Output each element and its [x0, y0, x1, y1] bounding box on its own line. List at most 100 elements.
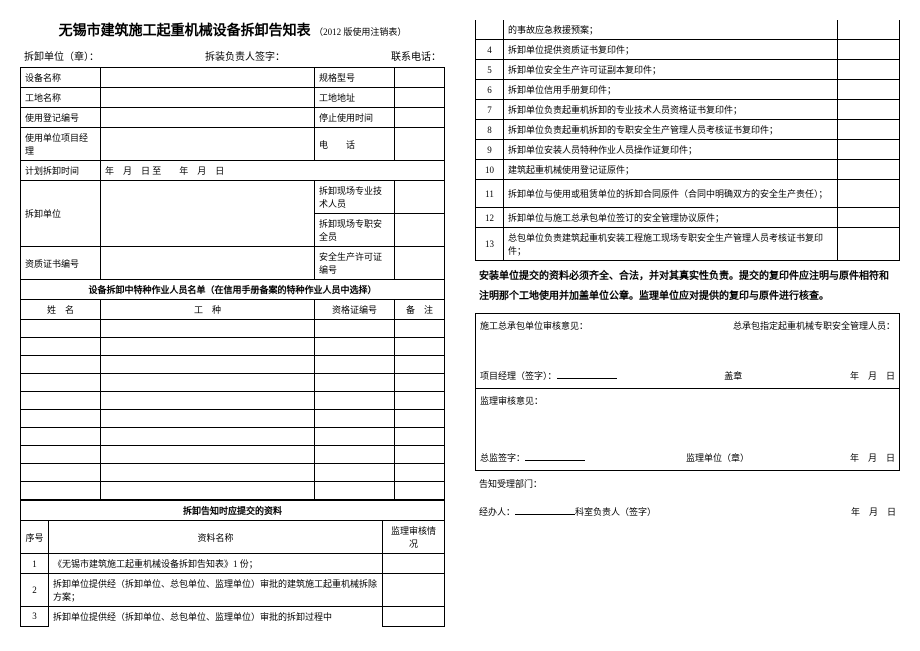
cell: 安全生产许可证编号	[315, 247, 395, 280]
cell	[101, 108, 315, 128]
cell	[101, 68, 315, 88]
doc-num: 8	[476, 120, 504, 140]
doc-name: 拆卸单位提供经（拆卸单位、总包单位、监理单位）审批的建筑施工起重机械拆除方案；	[49, 574, 383, 607]
unit-label: 拆卸单位（章）：	[24, 48, 99, 63]
cell	[383, 574, 445, 607]
doc-num: 4	[476, 40, 504, 60]
worker-section: 设备拆卸中特种作业人员名单（在信用手册备案的特种作业人员中选择）	[21, 280, 445, 300]
doc-num: 7	[476, 100, 504, 120]
label: 监理审核意见：	[480, 393, 895, 409]
blank	[525, 460, 585, 461]
cell: 停止使用时间	[315, 108, 395, 128]
cell	[395, 108, 445, 128]
cell	[21, 446, 101, 464]
label: 总承包指定起重机械专职安全管理人员：	[733, 318, 895, 334]
cell: 工地名称	[21, 88, 101, 108]
label: 告知受理部门：	[479, 475, 896, 493]
cell	[101, 247, 315, 280]
cell	[395, 320, 445, 338]
doc-name: 拆卸单位提供资质证书复印件；	[504, 40, 838, 60]
col-head: 备 注	[395, 300, 445, 320]
doc-name: 总包单位负责建筑起重机安装工程施工现场专职安全生产管理人员考核证书复印件；	[504, 228, 838, 261]
doc-name: 拆卸单位信用手册复印件；	[504, 80, 838, 100]
supervisor-review: 监理审核意见： 总监签字： 监理单位（章） 年 月 日	[475, 389, 900, 470]
cell	[101, 356, 315, 374]
cell	[395, 356, 445, 374]
doc-name: 拆卸单位与使用或租赁单位的拆卸合同原件（合同中明确双方的安全生产责任）；	[504, 180, 838, 208]
cell	[838, 80, 900, 100]
cell	[838, 60, 900, 80]
cell	[315, 482, 395, 500]
label: 科室负责人（签字）	[575, 507, 656, 517]
cell	[395, 214, 445, 247]
cell	[838, 40, 900, 60]
blank	[515, 514, 575, 515]
cell	[315, 356, 395, 374]
cell	[315, 392, 395, 410]
doc-num: 3	[21, 607, 49, 627]
cell	[838, 208, 900, 228]
cell: 设备名称	[21, 68, 101, 88]
cell: 年 月 日 至 年 月 日	[101, 161, 445, 181]
cell	[395, 410, 445, 428]
cell	[838, 140, 900, 160]
leader-label: 拆装负责人签字：	[205, 48, 285, 63]
cell	[838, 100, 900, 120]
label: 盖章	[724, 368, 742, 384]
cell	[838, 120, 900, 140]
label: 年 月 日	[851, 503, 896, 521]
cell: 使用单位项目经理	[21, 128, 101, 161]
cell	[395, 464, 445, 482]
cell	[395, 181, 445, 214]
cell	[395, 128, 445, 161]
cell	[315, 374, 395, 392]
cell	[315, 428, 395, 446]
cell	[101, 128, 315, 161]
doc-name: 拆卸单位提供经（拆卸单位、总包单位、监理单位）审批的拆卸过程中	[49, 607, 383, 627]
cell	[21, 410, 101, 428]
cell	[395, 482, 445, 500]
cell	[315, 320, 395, 338]
cell	[838, 228, 900, 261]
doc-num: 12	[476, 208, 504, 228]
label: 施工总承包单位审核意见：	[480, 318, 588, 334]
doc-name: 的事故应急救援预案；	[504, 20, 838, 40]
col-head: 监理审核情况	[383, 521, 445, 554]
cell	[101, 88, 315, 108]
cell	[101, 181, 315, 247]
cell: 拆卸现场专业技术人员	[315, 181, 395, 214]
cell	[395, 374, 445, 392]
cell: 拆卸单位	[21, 181, 101, 247]
cell	[21, 428, 101, 446]
cell	[101, 446, 315, 464]
header-row: 拆卸单位（章）： 拆装负责人签字： 联系电话：	[20, 48, 445, 63]
cell	[383, 607, 445, 627]
cell	[101, 392, 315, 410]
cell	[21, 356, 101, 374]
cell	[101, 338, 315, 356]
doc-num: 11	[476, 180, 504, 208]
page-title: 无锡市建筑施工起重机械设备拆卸告知表 （2012 版使用注销表）	[20, 20, 445, 40]
doc-name: 拆卸单位负责起重机拆卸的专业技术人员资格证书复印件；	[504, 100, 838, 120]
col-head: 工 种	[101, 300, 315, 320]
left-column: 无锡市建筑施工起重机械设备拆卸告知表 （2012 版使用注销表） 拆卸单位（章）…	[20, 20, 445, 627]
col-head: 资格证编号	[315, 300, 395, 320]
doc-num: 6	[476, 80, 504, 100]
docs-table-right: 的事故应急救援预案； 4拆卸单位提供资质证书复印件； 5拆卸单位安全生产许可证副…	[475, 20, 900, 261]
doc-num: 9	[476, 140, 504, 160]
cell	[395, 68, 445, 88]
cell	[21, 392, 101, 410]
cell: 电 话	[315, 128, 395, 161]
title-sub: （2012 版使用注销表）	[314, 27, 406, 37]
docs-table-left: 拆卸告知时应提交的资料 序号 资料名称 监理审核情况 1《无锡市建筑施工起重机械…	[20, 500, 445, 627]
cell	[315, 410, 395, 428]
doc-num: 2	[21, 574, 49, 607]
cell	[838, 160, 900, 180]
cell	[395, 338, 445, 356]
dept-line: 告知受理部门： 经办人：科室负责人（签字） 年 月 日	[475, 471, 900, 525]
cell	[395, 247, 445, 280]
cell	[101, 482, 315, 500]
doc-name: 拆卸单位与施工总承包单位签订的安全管理协议原件；	[504, 208, 838, 228]
blank	[557, 378, 617, 379]
label: 年 月 日	[850, 450, 895, 466]
